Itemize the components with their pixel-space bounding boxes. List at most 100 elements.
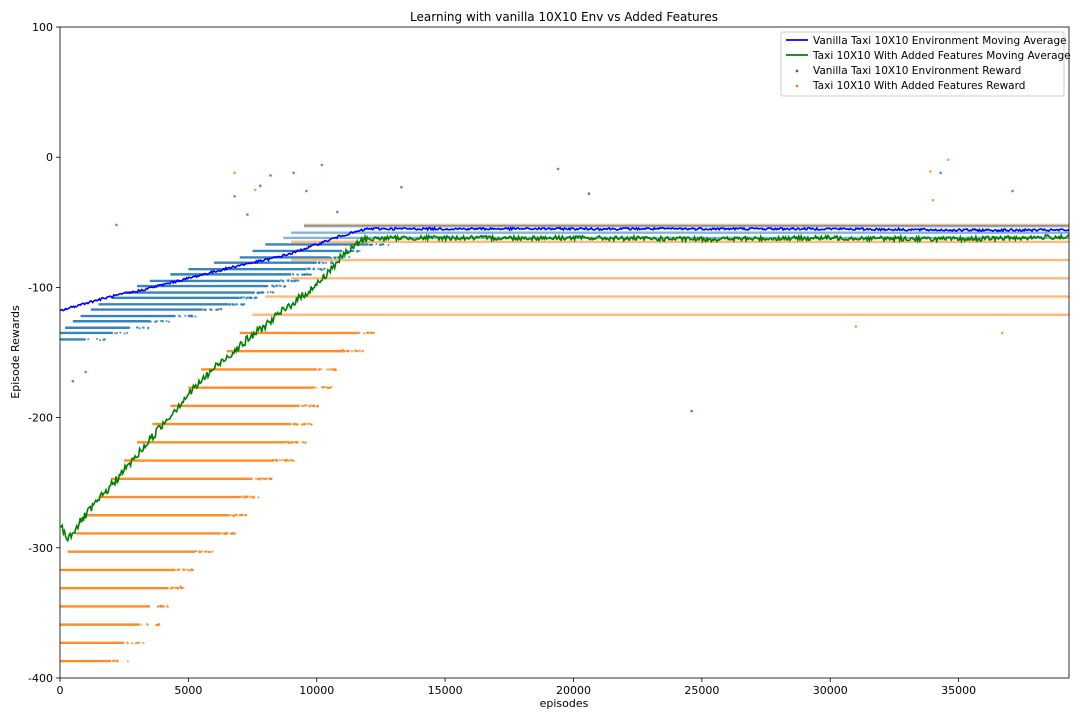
scatter-point: [215, 308, 218, 311]
x-axis-label: episodes: [540, 697, 589, 710]
scatter-point: [165, 320, 168, 323]
scatter-point: [283, 458, 286, 462]
scatter-point: [159, 319, 162, 323]
scatter-point: [320, 368, 323, 371]
y-axis: 100 0 -100 -200 -300 -400: [28, 21, 60, 685]
scatter-point: [269, 291, 272, 294]
y-tick-label: -100: [28, 281, 53, 294]
scatter-outlier: [1011, 189, 1014, 193]
scatter-point: [211, 550, 214, 553]
scatter-point: [134, 642, 137, 645]
scatter-point: [330, 261, 333, 264]
scatter-point: [246, 496, 249, 499]
scatter-point: [283, 285, 286, 288]
scatter-point: [208, 550, 211, 554]
scatter-point: [187, 315, 190, 318]
scatter-point: [319, 268, 322, 271]
scatter-point: [190, 568, 193, 571]
x-axis: 0 5000 10000 15000 20000 25000 30000 35000: [57, 678, 976, 697]
legend-label-vanilla-moving-average: Vanilla Taxi 10X10 Environment Moving Av…: [813, 35, 1067, 47]
scatter-point: [285, 459, 288, 462]
legend-swatch-vanilla-reward: [795, 69, 799, 73]
scatter-point: [243, 302, 246, 306]
scatter-point: [278, 458, 282, 462]
scatter-point: [184, 314, 187, 317]
scatter-point: [372, 331, 375, 334]
scatter-point: [306, 423, 309, 426]
x-tick-label: 20000: [556, 684, 591, 697]
scatter-point: [155, 623, 158, 627]
moving-average-line-1: [60, 232, 1069, 543]
scatter-outlier: [258, 184, 262, 188]
scatter-point: [192, 550, 195, 554]
scatter-point: [126, 642, 130, 645]
scatter-outlier: [947, 158, 950, 162]
scatter-point: [272, 285, 275, 288]
scatter-point: [231, 514, 234, 517]
scatter-point: [178, 568, 181, 571]
scatter-point: [312, 386, 315, 389]
scatter-point: [328, 368, 331, 371]
scatter-point: [114, 332, 117, 335]
scatter-point: [257, 496, 260, 499]
scatter-point: [315, 405, 318, 408]
scatter-point: [227, 514, 230, 517]
scatter-point: [163, 605, 166, 608]
scatter-point: [326, 368, 329, 371]
scatter-point: [123, 332, 126, 335]
scatter-outlier: [115, 223, 118, 227]
scatter-point: [198, 550, 202, 553]
scatter-point: [157, 605, 160, 608]
scatter-point: [327, 386, 330, 389]
scatter-point: [111, 331, 114, 334]
scatter-point: [290, 279, 293, 283]
scatter-point: [275, 285, 278, 288]
scatter-point: [281, 279, 284, 282]
scatter-point: [281, 458, 284, 462]
scatter-point: [218, 532, 221, 535]
scatter-point: [318, 368, 321, 371]
scatter-point: [309, 273, 313, 276]
scatter-outlier: [400, 185, 403, 189]
scatter-point: [357, 331, 360, 335]
scatter-point: [279, 284, 282, 288]
scatter-point: [310, 404, 313, 407]
chart-title: Learning with vanilla 10X10 Env vs Added…: [410, 10, 718, 24]
scatter-point: [194, 315, 197, 318]
scatter-point: [272, 459, 275, 462]
scatter-point: [241, 303, 244, 306]
scatter-point: [355, 250, 359, 253]
scatter-point: [304, 441, 307, 444]
moving-average-line-0: [60, 225, 1069, 312]
plot-frame: [59, 26, 1070, 679]
scatter-point: [225, 303, 229, 306]
scatter-point: [177, 314, 180, 317]
scatter-point: [228, 303, 231, 306]
scatter-point: [170, 587, 173, 590]
scatter-point: [310, 386, 313, 389]
scatter-point: [176, 568, 179, 571]
scatter-point: [138, 327, 141, 330]
scatter-point: [244, 496, 247, 499]
scatter-point: [189, 315, 192, 318]
scatter-point: [298, 404, 301, 407]
scatter-point: [276, 459, 279, 463]
scatter-point: [354, 331, 357, 334]
scatter-outlier: [233, 171, 236, 175]
scatter-point: [350, 350, 354, 353]
scatter-point: [303, 272, 306, 276]
scatter-point: [229, 513, 232, 517]
scatter-point: [322, 386, 325, 389]
scatter-point: [293, 423, 296, 426]
scatter-point: [296, 273, 300, 276]
scatter-point: [242, 296, 246, 299]
scatter-point: [353, 349, 356, 352]
y-tick-label: 100: [32, 21, 53, 34]
scatter-point: [269, 477, 273, 481]
scatter-point: [235, 513, 238, 516]
scatter-point: [220, 531, 223, 535]
scatter-point: [142, 326, 145, 329]
scatter-point: [240, 514, 244, 517]
scatter-point: [301, 273, 304, 276]
